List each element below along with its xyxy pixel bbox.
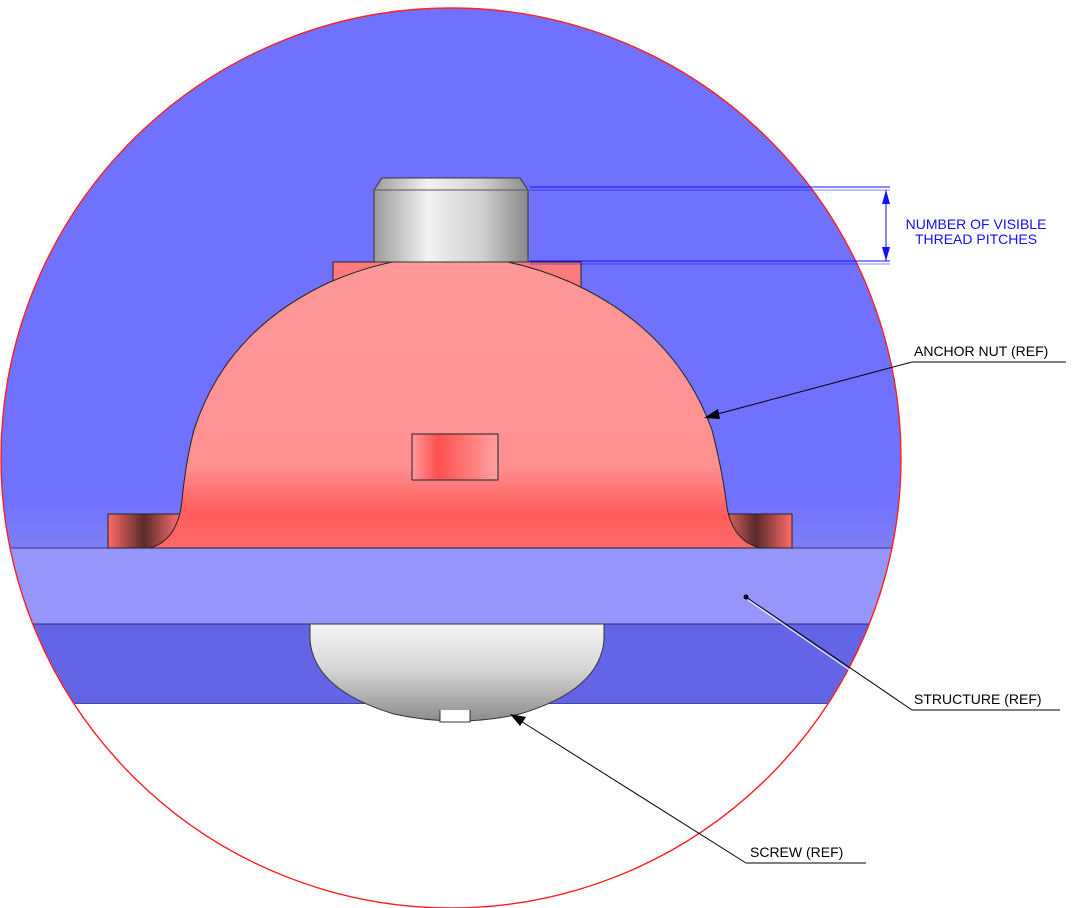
structure-label: STRUCTURE (REF)	[914, 691, 1042, 707]
anchor-nut-leader	[709, 361, 913, 417]
detail-circle-outline	[0, 7, 902, 908]
structure-callout: STRUCTURE (REF)	[743, 594, 1060, 714]
thread-pitch-dimension: NUMBER OF VISIBLE THREAD PITCHES	[530, 186, 1047, 265]
screw-label: SCREW (REF)	[750, 844, 843, 860]
anchor-nut	[107, 255, 793, 549]
dimension-label-line1: NUMBER OF VISIBLE	[906, 216, 1047, 232]
open-area	[1, 704, 901, 908]
screw-slot	[439, 710, 471, 723]
structure-dot	[743, 594, 749, 600]
anchor-nut-arrowhead	[704, 409, 720, 419]
nut-window	[411, 433, 499, 481]
dimension-label-line2: THREAD PITCHES	[915, 231, 1037, 247]
screw-arrowhead	[510, 714, 526, 726]
structure-plate	[1, 547, 901, 625]
anchor-nut-label: ANCHOR NUT (REF)	[914, 343, 1048, 359]
structure-leader	[745, 596, 913, 711]
dimension-arrow-up	[882, 190, 890, 204]
dimension-arrow-down	[882, 247, 890, 261]
screw-callout: SCREW (REF)	[510, 714, 866, 864]
anchor-nut-callout: ANCHOR NUT (REF)	[704, 343, 1066, 419]
screw-leader	[515, 717, 747, 864]
screw-tip	[373, 177, 529, 263]
screw-head	[309, 623, 605, 723]
